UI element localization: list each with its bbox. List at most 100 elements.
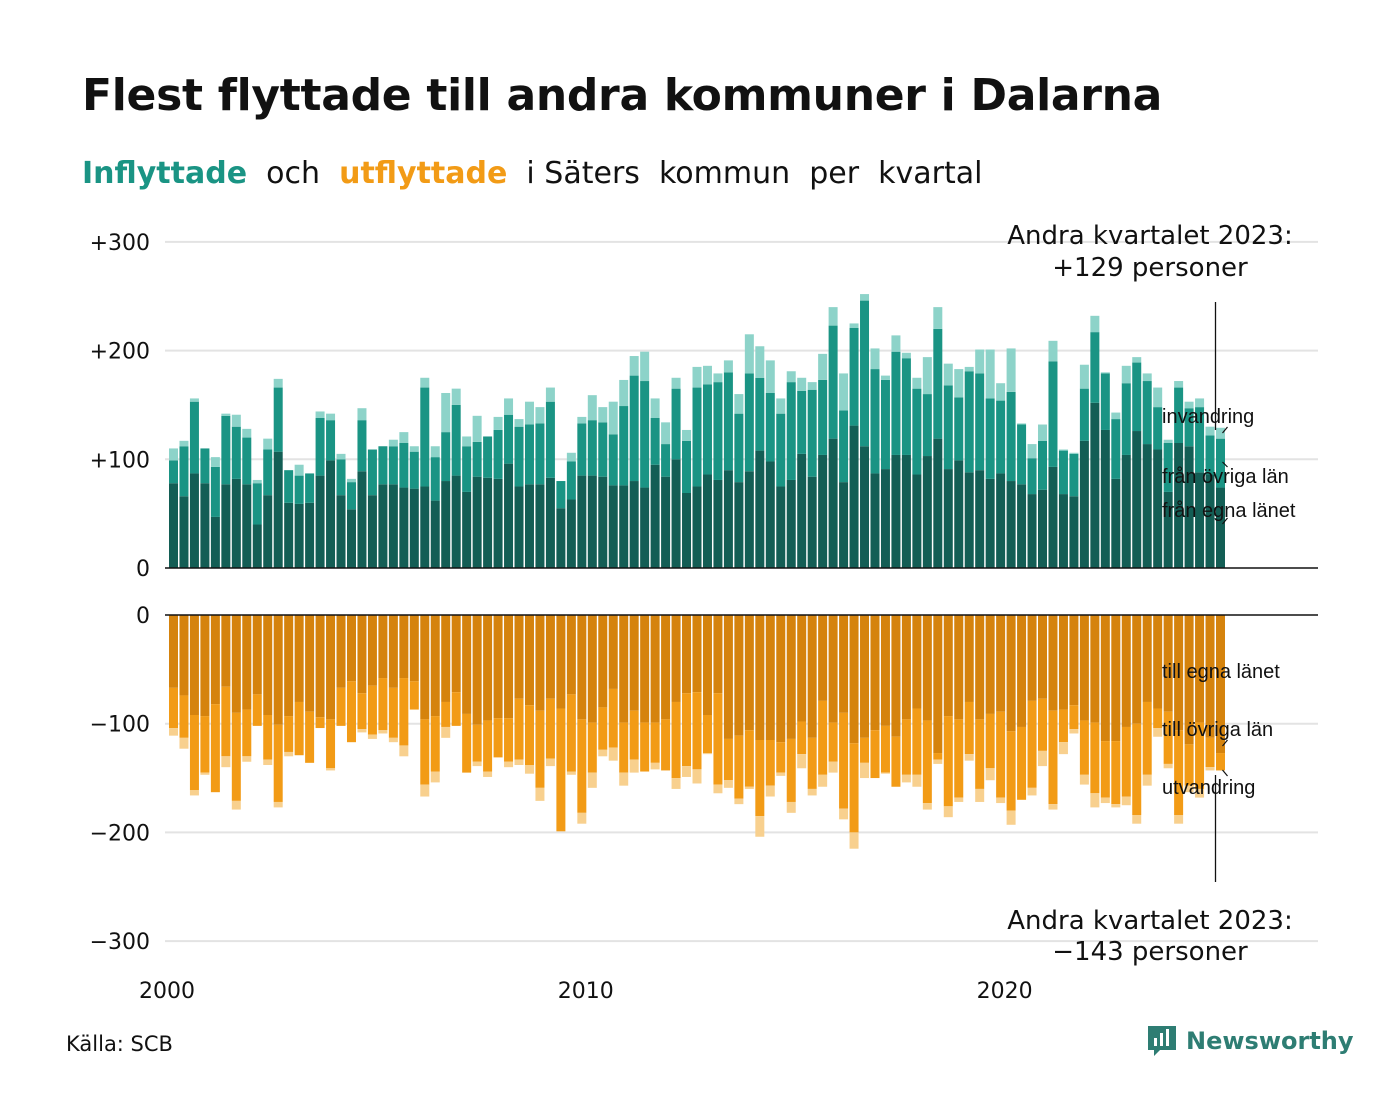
bar-out-own (964, 615, 974, 702)
bar-in-own (682, 492, 692, 568)
bar-in-immigration (765, 360, 775, 393)
bar-in-own (943, 469, 953, 568)
bar-out-other (399, 678, 409, 746)
bar-in-own (273, 451, 283, 568)
y-tick-label-top: 0 (136, 557, 150, 582)
bar-out-other (221, 686, 231, 757)
bar-in-other (943, 385, 953, 470)
bar-in-immigration (210, 457, 220, 467)
bar-in-other (797, 390, 807, 454)
bar-out-emigration (472, 761, 482, 767)
bar-in-own (462, 491, 472, 568)
bar-in-other (169, 460, 178, 484)
bar-in-other (430, 457, 440, 501)
bar-out-own (1069, 615, 1079, 706)
bar-out-emigration (524, 765, 534, 774)
bar-out-other (776, 742, 786, 773)
bar-in-immigration (504, 398, 514, 415)
bar-in-immigration (587, 395, 597, 421)
bar-out-emigration (807, 788, 817, 796)
bar-in-other (629, 375, 639, 482)
bar-out-other (524, 705, 534, 766)
bar-out-own (1216, 615, 1225, 754)
bar-in-immigration (252, 479, 262, 484)
bar-in-own (169, 483, 178, 568)
bar-in-immigration (189, 398, 199, 402)
bar-in-other (420, 387, 430, 487)
label-utvandring: utvandring (1162, 777, 1255, 799)
bar-in-other (1142, 381, 1152, 445)
bar-in-own (860, 446, 870, 568)
bar-out-other (713, 693, 723, 785)
bar-in-own (933, 438, 943, 568)
bar-out-own (933, 615, 943, 754)
bar-out-emigration (734, 798, 744, 805)
bar-in-own (1142, 444, 1152, 568)
bar-in-immigration (326, 413, 336, 421)
bar-in-immigration (1006, 348, 1016, 392)
y-tick-label-bottom: −300 (90, 930, 150, 955)
bar-in-other (1163, 442, 1173, 492)
x-tick-label: 2020 (977, 979, 1033, 1004)
bar-out-emigration (273, 801, 283, 808)
bar-in-immigration (964, 366, 974, 372)
bar-in-own (1153, 449, 1163, 568)
bar-in-own (336, 495, 346, 568)
bar-in-immigration (954, 369, 964, 398)
bar-in-other (985, 398, 995, 479)
bar-in-immigration (346, 478, 356, 483)
bar-out-emigration (755, 816, 765, 837)
bar-out-other (985, 713, 995, 769)
bar-in-own (346, 509, 356, 568)
bar-in-immigration (692, 366, 702, 388)
bar-out-emigration (189, 790, 199, 796)
bar-out-other (1090, 722, 1100, 794)
bar-out-other (242, 709, 252, 757)
bar-in-other (1195, 407, 1205, 473)
bar-out-other (912, 708, 922, 775)
bar-out-other (1163, 711, 1173, 764)
bar-in-other (483, 436, 493, 478)
bar-in-other (263, 449, 273, 496)
bar-in-own (975, 470, 985, 568)
bar-out-other (1174, 730, 1184, 816)
bar-in-immigration (1174, 381, 1184, 388)
bar-in-own (284, 502, 294, 568)
bar-in-immigration (734, 394, 744, 414)
bar-in-other (357, 420, 367, 472)
bar-in-other (608, 434, 618, 486)
bar-out-own (828, 615, 838, 723)
bar-in-other (849, 327, 859, 426)
bar-in-other (807, 389, 817, 477)
bar-out-own (399, 615, 409, 679)
bar-out-other (1100, 741, 1110, 798)
bar-out-own (1090, 615, 1100, 723)
bar-in-other (524, 424, 534, 485)
bar-in-immigration (661, 422, 671, 445)
bar-out-other (839, 712, 849, 809)
bar-in-own (839, 482, 849, 568)
bar-in-other (315, 417, 325, 476)
bar-in-other (1205, 435, 1215, 475)
label-invandring-tick (1222, 426, 1228, 434)
bar-out-own (231, 615, 241, 713)
bar-in-immigration (671, 377, 681, 389)
bar-out-emigration (388, 737, 398, 743)
bar-in-own (828, 438, 838, 568)
bar-in-immigration (179, 440, 189, 447)
bar-in-immigration (1058, 449, 1068, 451)
bar-in-immigration (608, 401, 618, 435)
bar-out-emigration (1184, 785, 1194, 793)
bar-out-emigration (880, 772, 890, 774)
bar-out-own (713, 615, 723, 694)
bar-out-own (954, 615, 964, 720)
bar-out-emigration (1195, 788, 1205, 798)
bar-in-other (723, 372, 733, 471)
bar-out-other (305, 711, 315, 763)
bar-in-immigration (263, 438, 273, 450)
bar-in-immigration (922, 357, 932, 395)
bar-out-own (420, 615, 430, 720)
bar-out-own (179, 615, 189, 696)
bar-out-emigration (1153, 728, 1163, 737)
bar-in-other (1184, 408, 1194, 447)
